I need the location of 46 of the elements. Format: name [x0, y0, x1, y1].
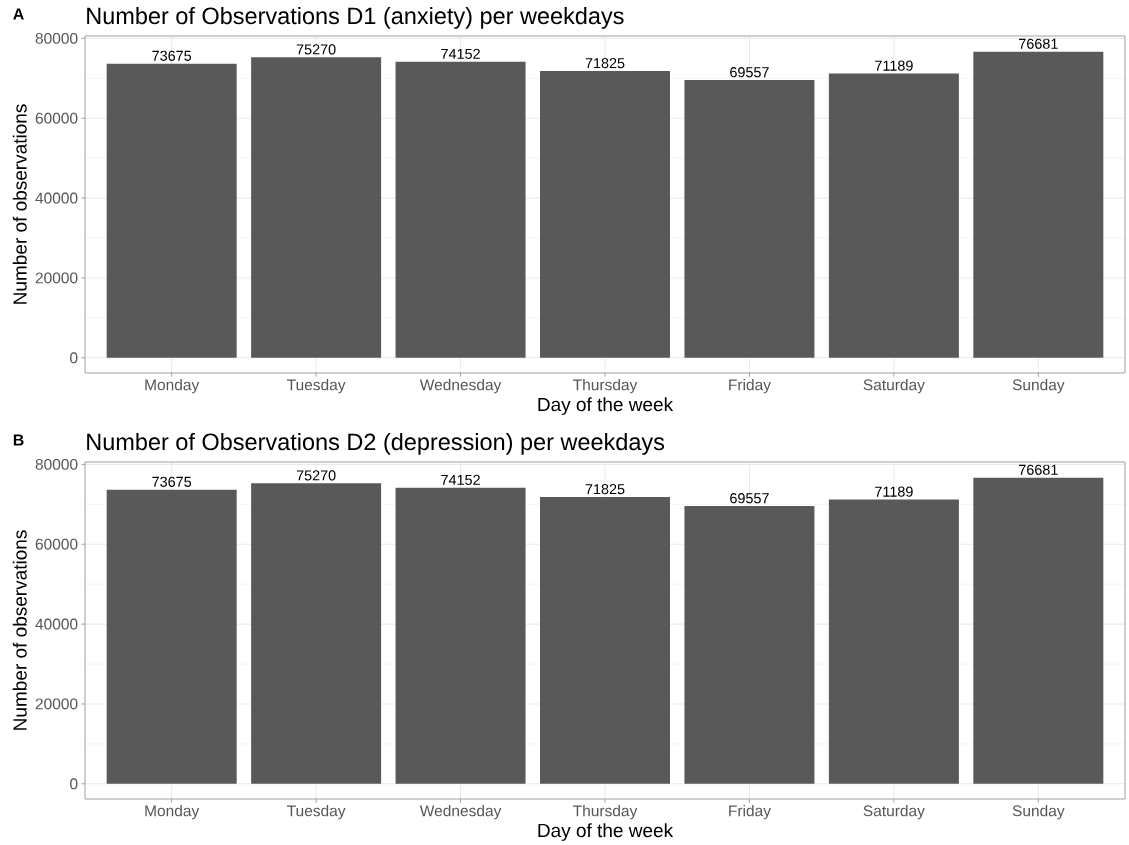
data-label: 76681 — [1019, 464, 1058, 475]
y-tick-label: 40000 — [35, 618, 78, 630]
x-tick-label: Monday — [145, 378, 200, 394]
x-tick-label: Friday — [729, 804, 771, 820]
data-label: 71189 — [875, 60, 913, 71]
x-tick-label: Monday — [145, 804, 200, 820]
chart-title: Number of Observations D2 (depression) per weekdays — [87, 432, 665, 455]
data-label: 69557 — [730, 67, 769, 78]
data-label: 73675 — [152, 50, 192, 61]
y-tick-label: 0 — [70, 778, 78, 790]
data-label: 71825 — [585, 58, 625, 69]
data-label: 74152 — [441, 474, 480, 485]
y-tick-label: 80000 — [35, 458, 78, 470]
y-tick-label: 20000 — [35, 698, 78, 710]
x-tick-label: Friday — [729, 378, 771, 394]
x-tick-label: Sunday — [1012, 378, 1065, 394]
y-tick-label: 60000 — [35, 112, 78, 124]
data-label: 75270 — [296, 470, 336, 481]
text: B — [13, 434, 24, 446]
y-tick-label: 40000 — [35, 192, 78, 204]
y-axis-title: Number of observations — [12, 530, 27, 730]
text: A — [13, 8, 24, 20]
chart-title: Number of Observations D1 (anxiety) per weekdays — [87, 6, 624, 29]
data-label: 69557 — [730, 493, 769, 504]
x-tick-label: Saturday — [863, 378, 925, 394]
y-tick-label: 80000 — [35, 32, 78, 44]
data-label: 71825 — [585, 484, 625, 495]
x-tick-label: Tuesday — [287, 378, 346, 394]
x-tick-label: Saturday — [863, 804, 925, 820]
data-label: 73675 — [152, 476, 192, 487]
y-tick-label: 0 — [70, 352, 78, 364]
data-label: 74152 — [441, 48, 480, 59]
x-tick-label: Wednesday — [419, 804, 502, 820]
y-tick-label: 60000 — [35, 538, 78, 550]
x-axis-title: Day of the week — [538, 397, 674, 415]
x-tick-label: Wednesday — [419, 378, 502, 394]
data-label: 76681 — [1019, 38, 1058, 49]
data-label: 75270 — [296, 44, 336, 55]
data-label: 71189 — [875, 486, 913, 497]
x-tick-label: Thursday — [573, 804, 638, 820]
x-tick-label: Thursday — [573, 378, 638, 394]
x-tick-label: Tuesday — [287, 804, 346, 820]
y-tick-label: 20000 — [35, 272, 78, 284]
y-axis-title: Number of observations — [12, 104, 27, 304]
x-axis-title: Day of the week — [538, 823, 674, 841]
x-tick-label: Sunday — [1012, 804, 1065, 820]
